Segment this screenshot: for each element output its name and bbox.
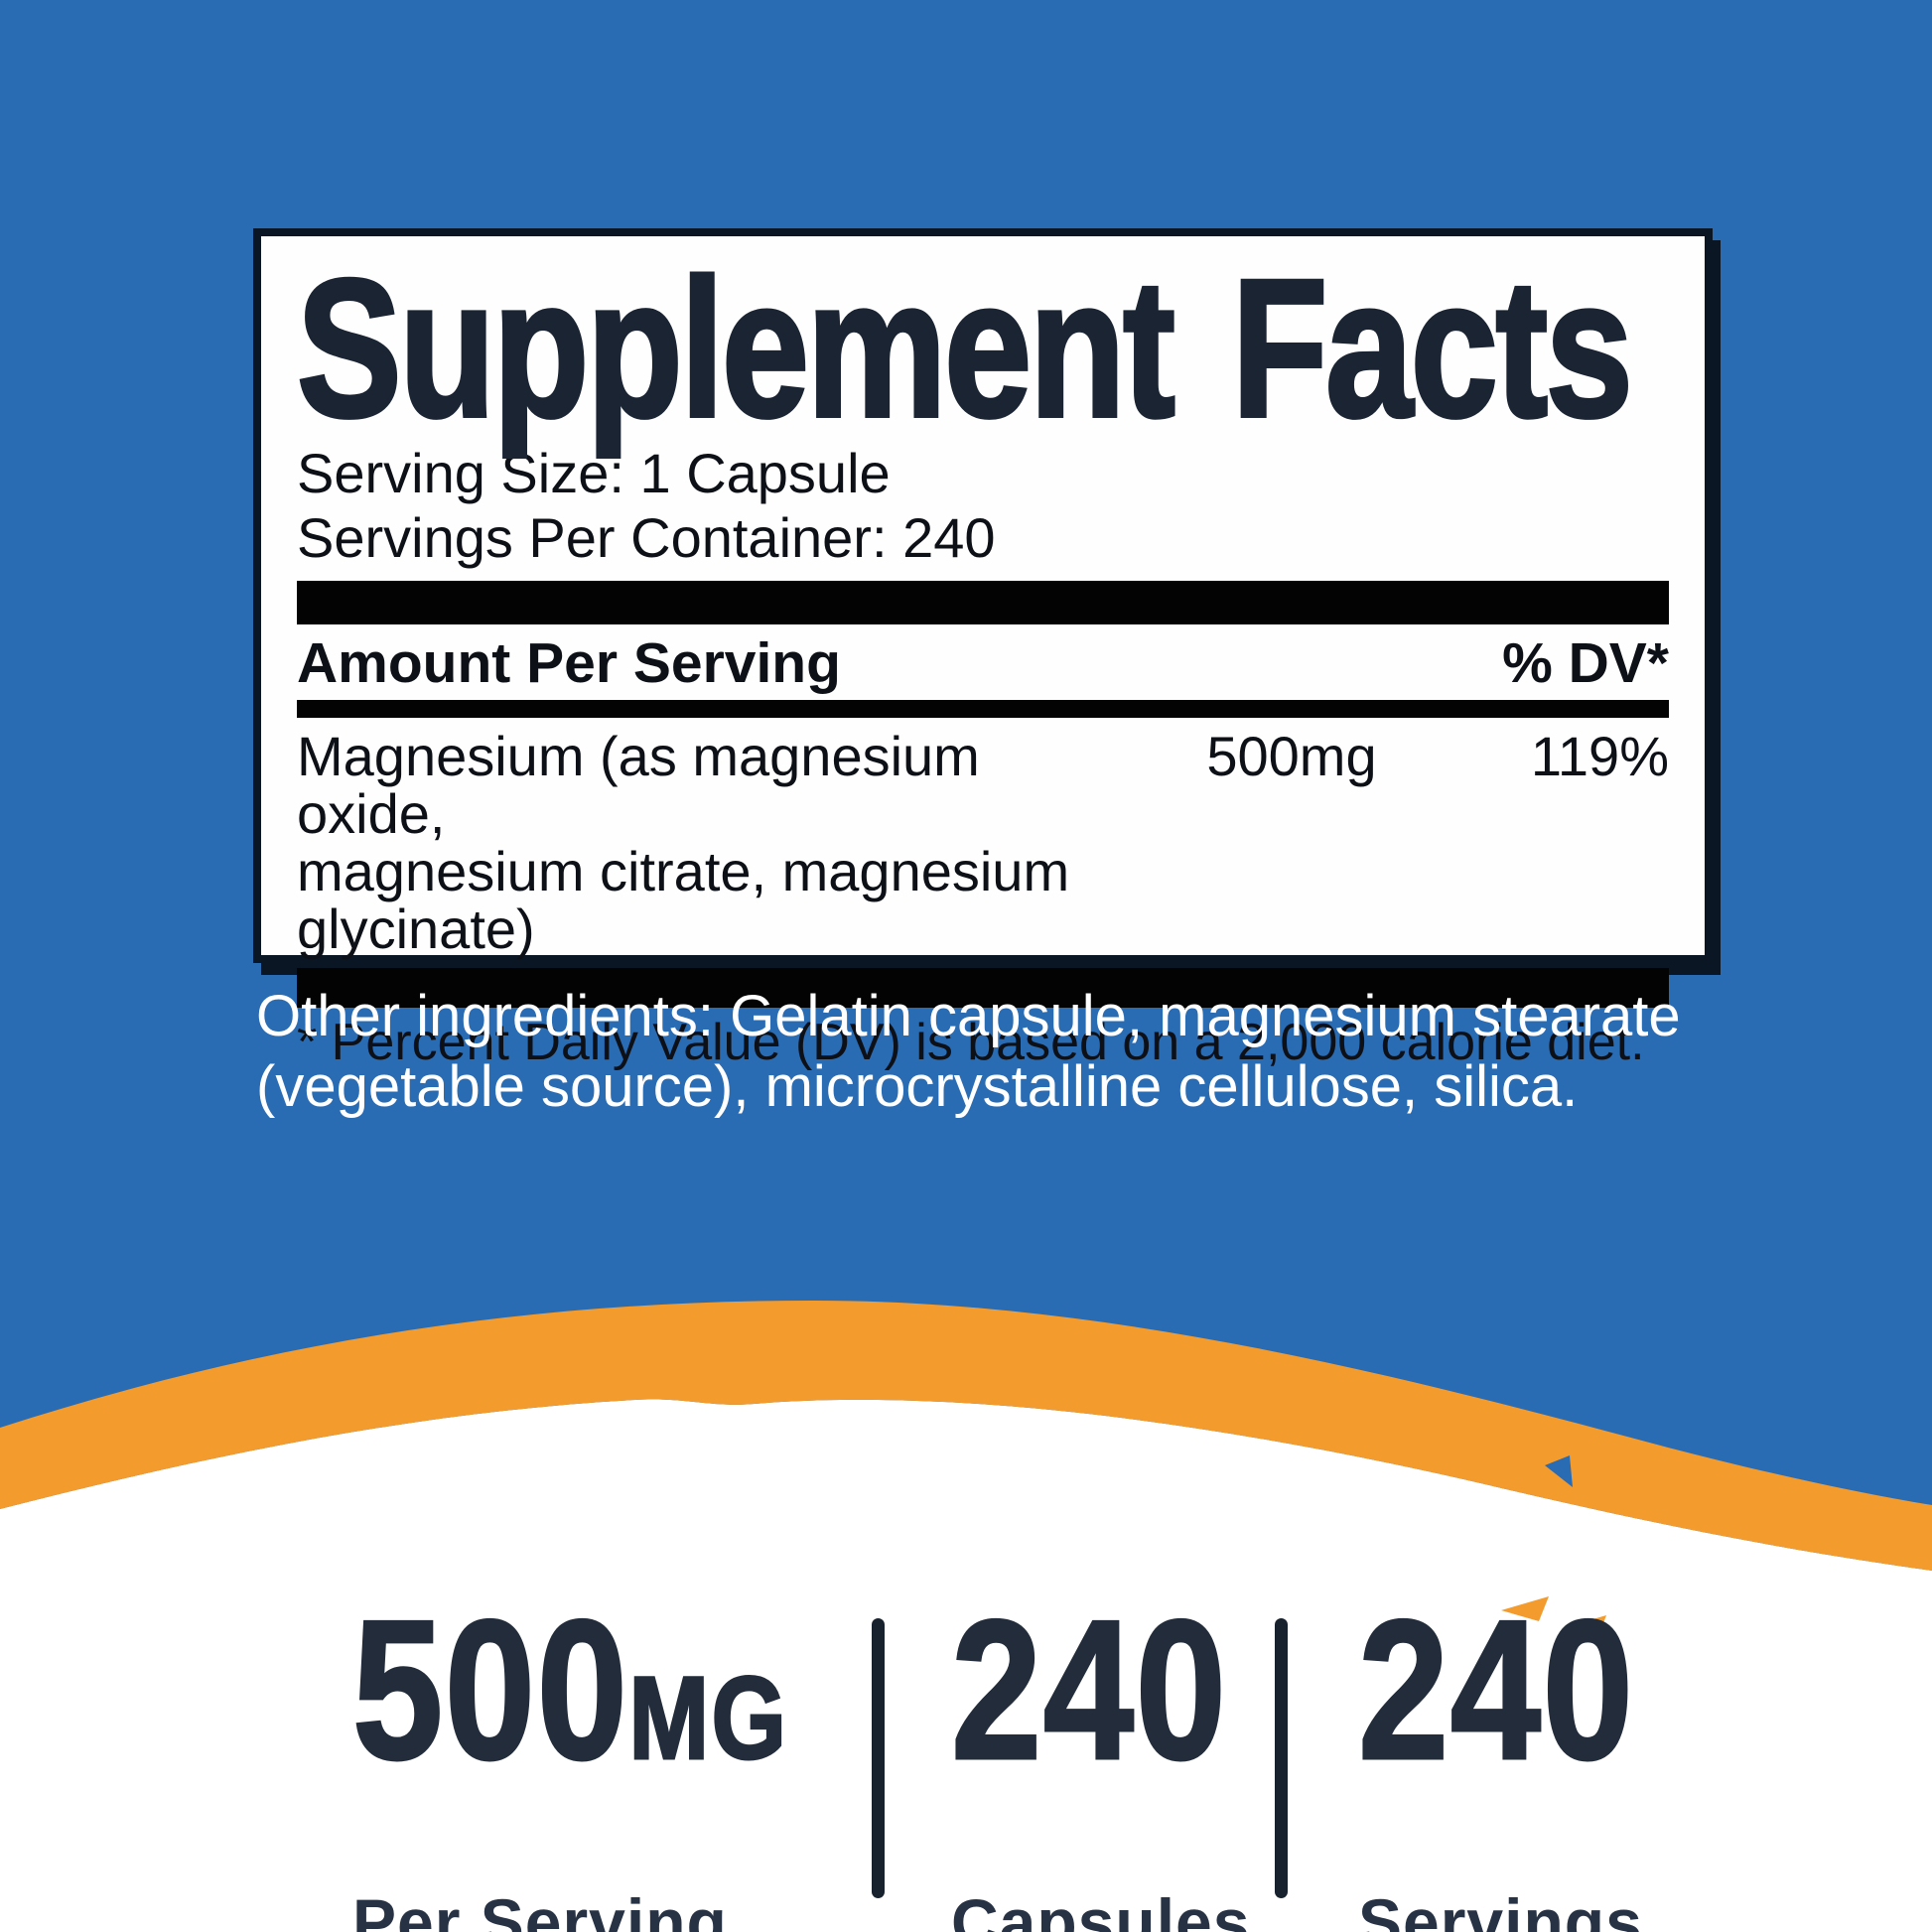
- stat-capsules: 240 Capsules: [950, 1589, 1289, 1932]
- amount-per-serving-header: Amount Per Serving: [297, 631, 841, 695]
- supplement-facts-panel: Supplement Facts Serving Size: 1 Capsule…: [253, 228, 1713, 1069]
- brush-notch: [1545, 1455, 1573, 1487]
- other-ingredients-text: Other ingredients: Gelatin capsule, magn…: [256, 981, 1745, 1122]
- panel-title: Supplement Facts: [295, 238, 1634, 458]
- orange-brush-path: [0, 1301, 1932, 1571]
- other-ingredients-line: Other ingredients: Gelatin capsule, magn…: [256, 984, 1681, 1048]
- stats-row: 500MG Per Serving 240 Capsules 240 Servi…: [0, 1589, 1932, 1932]
- ingredient-name-line: Magnesium (as magnesium oxide,: [297, 725, 980, 845]
- stat-number: 240: [1357, 1589, 1635, 1829]
- stat-per-serving: 500MG Per Serving: [351, 1589, 885, 1932]
- stat-divider: [1275, 1618, 1288, 1898]
- stat-value: 240: [1357, 1580, 1635, 1801]
- stat-servings: 240 Servings: [1357, 1589, 1696, 1932]
- daily-value-footnote: * Percent Daily Value (DV) is based on a…: [297, 1014, 1645, 1071]
- other-ingredients-line: (vegetable source), microcrystalline cel…: [256, 1054, 1579, 1119]
- stat-number: 240: [950, 1589, 1228, 1829]
- ingredient-name-line: magnesium citrate, magnesium glycinate): [297, 840, 1070, 960]
- column-header-row: Amount Per Serving % DV*: [297, 634, 1669, 692]
- stat-divider: [872, 1618, 885, 1898]
- ingredient-row: Magnesium (as magnesium oxide, magnesium…: [297, 728, 1669, 958]
- stat-value: 240: [950, 1580, 1228, 1801]
- servings-per-container-text: Servings Per Container: 240: [297, 506, 996, 569]
- footer-separator-bar: [297, 968, 1669, 1008]
- thin-separator-bar: [297, 700, 1669, 718]
- ingredient-amount: 500mg: [1206, 725, 1377, 787]
- stat-unit: MG: [627, 1652, 789, 1786]
- brush-speck: [1569, 1615, 1606, 1636]
- brush-speck: [1501, 1596, 1549, 1621]
- stat-number: 500MG: [351, 1589, 789, 1829]
- brush-swoosh-graphic: [0, 1301, 1932, 1932]
- percent-dv-header: % DV*: [1502, 631, 1669, 695]
- stat-label: Capsules: [951, 1885, 1251, 1932]
- stat-label: Servings: [1358, 1885, 1643, 1932]
- ingredient-dv-percent: 119%: [1530, 725, 1669, 787]
- header-separator-bar: [297, 581, 1669, 624]
- white-area-path: [0, 1399, 1932, 1932]
- serving-size-text: Serving Size: 1 Capsule: [297, 442, 891, 504]
- stat-value: 500: [351, 1580, 629, 1801]
- stat-label: Per Serving: [352, 1885, 728, 1932]
- ingredient-name: Magnesium (as magnesium oxide, magnesium…: [297, 728, 1143, 958]
